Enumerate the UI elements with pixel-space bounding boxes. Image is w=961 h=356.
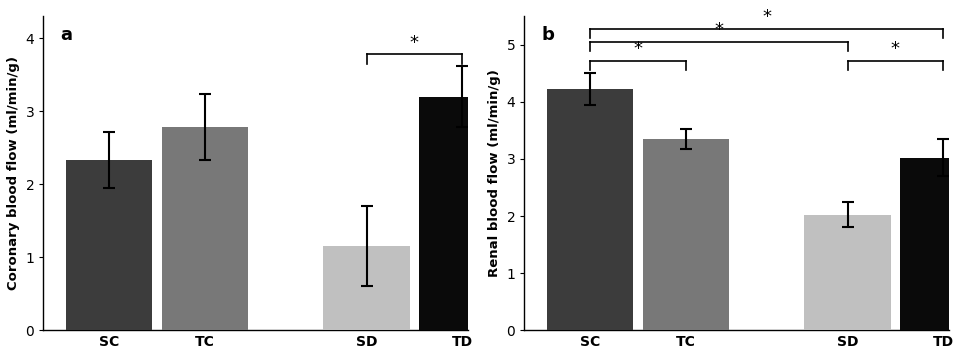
Bar	[161, 127, 248, 330]
Bar	[642, 139, 728, 330]
Y-axis label: Coronary blood flow (ml/min/g): Coronary blood flow (ml/min/g)	[7, 56, 20, 290]
Bar	[899, 158, 961, 330]
Text: *: *	[633, 40, 642, 58]
Text: *: *	[761, 8, 771, 26]
Bar	[323, 246, 409, 330]
Text: *: *	[714, 21, 723, 40]
Text: *: *	[890, 40, 899, 58]
Text: *: *	[409, 33, 418, 52]
Bar	[547, 89, 632, 330]
Bar	[803, 215, 890, 330]
Bar	[419, 96, 505, 330]
Text: b: b	[541, 26, 554, 43]
Bar	[66, 160, 152, 330]
Y-axis label: Renal blood flow (ml/min/g): Renal blood flow (ml/min/g)	[487, 69, 501, 277]
Text: a: a	[61, 26, 72, 43]
